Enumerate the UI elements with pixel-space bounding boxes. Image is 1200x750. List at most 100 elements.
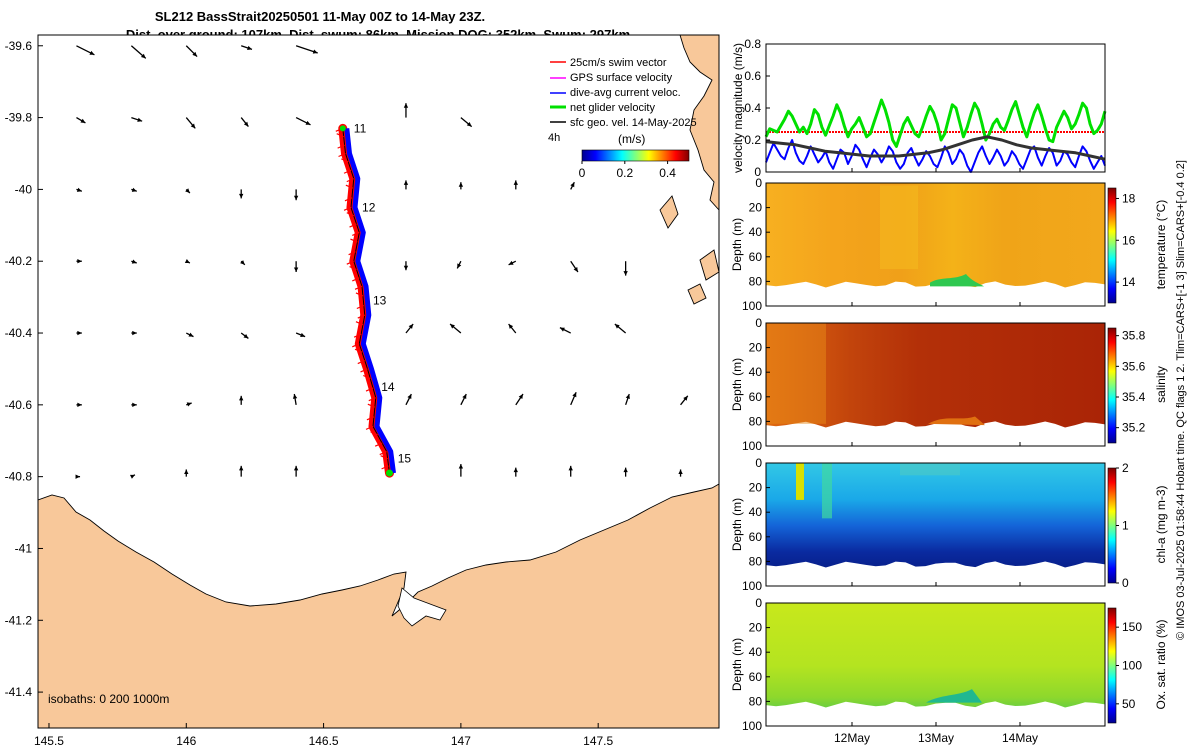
swim-vector (353, 333, 362, 338)
chla-field (766, 463, 1105, 568)
geo-vector (130, 45, 147, 59)
salinity-cbar-label: salinity (1154, 366, 1168, 403)
day-marker-label: 14 (381, 380, 395, 394)
legend-interval: 4h (548, 132, 560, 144)
geo-vector (76, 402, 82, 408)
oxygen-low-patch (926, 689, 982, 703)
depth-tick-label: 80 (749, 414, 763, 428)
temperature-field (766, 183, 1105, 288)
oxygen-cbar-tick: 50 (1122, 697, 1136, 711)
speed-colorbar (581, 149, 690, 162)
map-ytick-label: -40.4 (5, 326, 33, 340)
salinity-field (766, 323, 1105, 428)
chla-cbar-tick: 0 (1122, 576, 1129, 590)
swim-vector (354, 348, 363, 353)
depth-tick-label: 60 (749, 530, 763, 544)
chla-cbar-tick: 2 (1122, 461, 1129, 475)
geo-vector (458, 182, 464, 190)
depth-tick-label: 0 (755, 456, 762, 470)
swim-vector (345, 184, 354, 189)
geo-vector (568, 465, 573, 477)
swim-vector (360, 368, 368, 373)
small-island-1 (659, 195, 679, 229)
depth-tick-label: 40 (749, 365, 763, 379)
geo-vector (185, 332, 194, 338)
geo-vector (625, 393, 630, 406)
map-ytick-label: -41 (15, 541, 33, 555)
swim-vector (346, 212, 355, 217)
map-frame (37, 34, 720, 729)
swim-vector (357, 360, 366, 365)
geo-vector (513, 180, 518, 190)
time-tick-label: 13May (918, 731, 954, 745)
geo-vector (458, 464, 464, 477)
geo-vector (295, 332, 306, 338)
depth-tick-label: 0 (755, 176, 762, 190)
geo-vector (508, 323, 517, 334)
geo-vector (185, 45, 198, 58)
depth-tick-label: 80 (749, 274, 763, 288)
temperature-cbar-tick: 16 (1122, 233, 1136, 247)
map-legend: 25cm/s swim vector GPS surface velocity … (548, 57, 697, 180)
swim-vector (352, 343, 360, 348)
vel-ytick-label: 0.2 (744, 133, 761, 147)
depth-tick-label: 20 (749, 201, 763, 215)
section-oxygen: 0 20 40 60 80 100 Depth (m) 50 100 150 Ox. sat. ra… (730, 596, 1168, 733)
track-end (385, 469, 393, 477)
tasmania-land (38, 483, 719, 728)
map-xtick-label: 147.5 (583, 734, 613, 748)
geo-vector (186, 402, 192, 407)
swim-vector (367, 403, 376, 408)
map-ytick-label: -40.2 (5, 254, 33, 268)
swim-vector (350, 238, 358, 243)
chla-cbar-label: chl-a (mg m-3) (1154, 485, 1168, 563)
depth-tick-label: 60 (749, 390, 763, 404)
swim-vector (354, 285, 363, 290)
swim-vector (352, 231, 360, 237)
geo-vector-field (75, 45, 689, 479)
swim-vector (336, 133, 344, 138)
geo-vector (184, 469, 189, 477)
depth-label: Depth (m) (730, 218, 744, 271)
depth-tick-label: 40 (749, 225, 763, 239)
speed-colorbar-ticks: 0 0.2 0.4 (579, 161, 676, 180)
swim-vector (370, 431, 378, 436)
swim-vector (365, 425, 374, 430)
geo-vector (460, 393, 467, 406)
small-island-3 (687, 283, 707, 305)
salinity-cbar-tick: 35.4 (1122, 390, 1146, 404)
geo-vector (239, 395, 244, 405)
map-y-axis: -39.6 -39.8 -40 -40.2 -40.4 -40.6 -40.8 -41 -41.… (5, 39, 43, 699)
geo-vector (131, 402, 137, 408)
day-marker-label: 11 (354, 121, 367, 135)
swim-vector (374, 442, 383, 447)
velocity-panel: 0 0.2 0.4 0.6 0.8 velocity magnitude (m/s) (731, 37, 1107, 179)
geo-vector (570, 260, 579, 273)
geo-vector (293, 189, 299, 201)
geo-vector (456, 260, 462, 269)
geo-vector (240, 260, 246, 266)
map-ytick-label: -39.6 (5, 39, 33, 53)
salinity-bottom-patch (928, 416, 985, 426)
geo-velocity-line (765, 135, 1106, 161)
speed-colorbar-label: (m/s) (618, 132, 645, 146)
geo-vector (76, 117, 86, 124)
map-xtick-label: 146.5 (309, 734, 339, 748)
map-xtick-label: 145.5 (34, 734, 64, 748)
geo-vector (559, 327, 572, 334)
geo-vector (295, 117, 311, 126)
map-content: 11 12 13 14 15 isobaths: 0 200 1000m (38, 35, 719, 728)
isobaths-label: isobaths: 0 200 1000m (48, 692, 169, 706)
depth-tick-label: 100 (742, 719, 762, 733)
oxygen-field (766, 603, 1105, 708)
geo-vector (239, 189, 244, 199)
depth-tick-label: 100 (742, 439, 762, 453)
swim-vector (341, 158, 349, 163)
salinity-cbar-tick: 35.2 (1122, 421, 1146, 435)
section-chla: 0 20 40 60 80 100 Depth (m) 0 1 2 chl-a (mg m-3) (730, 456, 1168, 593)
geo-vector (76, 187, 83, 192)
legend-dive: dive-avg current veloc. (570, 87, 681, 99)
